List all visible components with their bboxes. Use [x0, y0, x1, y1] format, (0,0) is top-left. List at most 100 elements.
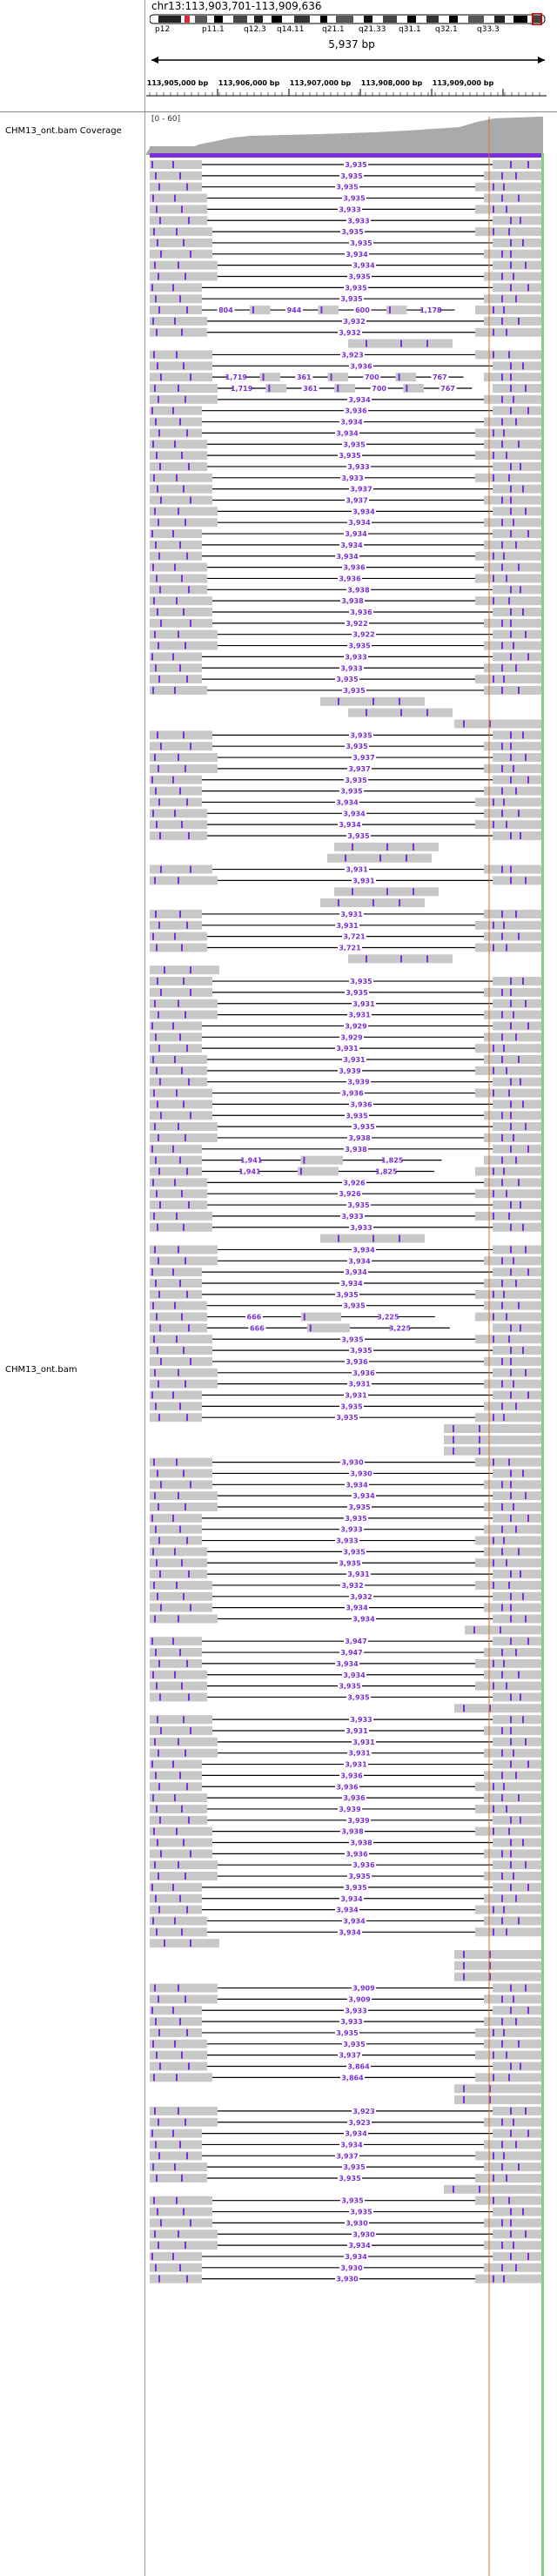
read-segment[interactable]: [150, 2151, 202, 2161]
read-segment[interactable]: [493, 1570, 543, 1579]
read-segment[interactable]: [475, 205, 543, 214]
read-row[interactable]: 666 3,225: [150, 1323, 543, 1333]
read-segment[interactable]: [150, 193, 207, 203]
read-row[interactable]: 3,933: [150, 1715, 543, 1725]
read-segment[interactable]: [150, 920, 202, 930]
read-row[interactable]: 3,935: [150, 730, 543, 740]
read-segment[interactable]: [493, 1390, 543, 1400]
read-row[interactable]: 3,934: [150, 1614, 543, 1624]
read-row[interactable]: [150, 965, 219, 975]
read-segment[interactable]: [150, 249, 212, 259]
read-segment[interactable]: [150, 1580, 212, 1590]
read-segment[interactable]: [150, 2140, 202, 2149]
read-segment[interactable]: [150, 1077, 207, 1086]
read-segment[interactable]: [150, 507, 218, 516]
read-row[interactable]: 3,936: [150, 1356, 543, 1366]
read-segment[interactable]: [150, 1402, 202, 1411]
read-segment[interactable]: [150, 730, 212, 740]
read-segment[interactable]: [493, 1144, 543, 1153]
read-row[interactable]: [320, 1234, 425, 1243]
read-row[interactable]: 3,935: [150, 227, 543, 237]
read-row[interactable]: 3,935: [150, 831, 543, 840]
read-segment[interactable]: [484, 171, 543, 180]
read-segment[interactable]: [150, 1726, 212, 1735]
read-row[interactable]: 3,937: [150, 484, 543, 494]
read-row[interactable]: 3,934: [150, 417, 543, 427]
read-segment[interactable]: [150, 1916, 207, 1926]
read-row[interactable]: 3,935: [150, 1882, 543, 1892]
read-row[interactable]: 3,936: [150, 406, 543, 415]
read-segment[interactable]: [150, 1066, 207, 1075]
read-row[interactable]: 3,935: [150, 451, 543, 461]
read-segment[interactable]: [150, 350, 212, 360]
read-row[interactable]: 3,935: [150, 2039, 543, 2048]
read-segment[interactable]: [493, 1469, 543, 1478]
read-row[interactable]: 3,929: [150, 1021, 543, 1031]
read-segment[interactable]: [150, 2230, 218, 2239]
read-row[interactable]: 3,721: [150, 943, 543, 952]
read-segment[interactable]: [493, 238, 543, 247]
read-segment[interactable]: [484, 2263, 543, 2272]
read-row[interactable]: 3,934: [150, 1256, 543, 1266]
read-row[interactable]: 3,935: [150, 2174, 543, 2183]
read-segment[interactable]: [493, 1222, 543, 1232]
read-segment[interactable]: [475, 1536, 543, 1545]
read-segment[interactable]: [493, 1122, 543, 1132]
read-row[interactable]: 3,934: [150, 2129, 543, 2138]
read-segment[interactable]: [475, 1927, 543, 1937]
genome-view[interactable]: chr13:113,903,701-113,909,636 p12 p11.1 q1…: [146, 0, 557, 2576]
read-segment[interactable]: [150, 1547, 207, 1557]
read-row[interactable]: 3,923: [150, 2106, 543, 2115]
read-row[interactable]: 3,939: [150, 1066, 543, 1075]
position-ruler[interactable]: 113,905,000 bp 113,906,000 bp 113,907,000 …: [146, 71, 557, 108]
read-row[interactable]: 3,931: [150, 1748, 543, 1758]
read-row[interactable]: 3,934: [150, 1927, 543, 1937]
read-row[interactable]: 3,933: [150, 216, 543, 225]
read-row[interactable]: 3,938: [150, 1838, 543, 1847]
read-row[interactable]: 3,934: [150, 551, 543, 561]
read-row[interactable]: 3,936: [150, 1793, 543, 1803]
read-row[interactable]: 3,934: [150, 428, 543, 438]
read-segment[interactable]: [150, 585, 207, 595]
read-row[interactable]: 3,935: [150, 2196, 543, 2205]
read-segment[interactable]: [150, 1614, 218, 1624]
read-row[interactable]: 3,934: [150, 1893, 543, 1903]
read-row[interactable]: 3,934: [150, 2140, 543, 2149]
read-segment[interactable]: [493, 1838, 543, 1847]
read-segment[interactable]: [493, 585, 543, 595]
read-row[interactable]: 3,933: [150, 663, 543, 673]
read-row[interactable]: 3,926: [150, 1178, 543, 1187]
read-segment[interactable]: [150, 663, 202, 673]
read-row[interactable]: 3,936: [150, 1849, 543, 1859]
read-segment[interactable]: [493, 1692, 543, 1702]
read-row[interactable]: 3,933: [150, 2006, 543, 2015]
read-row[interactable]: 3,935: [150, 193, 543, 203]
read-segment[interactable]: [150, 529, 202, 539]
read-segment[interactable]: [150, 1211, 212, 1221]
read-segment[interactable]: [150, 987, 212, 997]
read-row[interactable]: 3,935: [150, 1301, 543, 1310]
read-row[interactable]: [454, 1704, 543, 1713]
read-segment[interactable]: [150, 1782, 202, 1792]
read-row[interactable]: 3,937: [150, 495, 543, 505]
read-segment[interactable]: [484, 1849, 543, 1859]
read-row[interactable]: 3,936: [150, 1782, 543, 1792]
read-segment[interactable]: [150, 1323, 207, 1333]
read-row[interactable]: 3,934: [150, 1268, 543, 1277]
read-segment[interactable]: [493, 461, 543, 471]
read-segment[interactable]: [150, 999, 218, 1008]
read-segment[interactable]: [150, 1771, 202, 1780]
read-row[interactable]: 3,929: [150, 1032, 543, 1042]
read-row[interactable]: 3,864: [150, 2073, 543, 2082]
read-row[interactable]: 3,934: [150, 249, 543, 259]
read-segment[interactable]: [493, 608, 543, 616]
read-segment[interactable]: [444, 1446, 543, 1456]
read-segment[interactable]: [150, 763, 218, 773]
read-row[interactable]: [150, 1939, 219, 1948]
read-row[interactable]: 3,935: [150, 238, 543, 247]
read-segment[interactable]: [493, 529, 543, 539]
read-segment[interactable]: [484, 2039, 543, 2048]
read-segment[interactable]: [484, 1480, 543, 1490]
read-segment[interactable]: [484, 1893, 543, 1903]
read-row[interactable]: 3,932: [150, 316, 543, 326]
